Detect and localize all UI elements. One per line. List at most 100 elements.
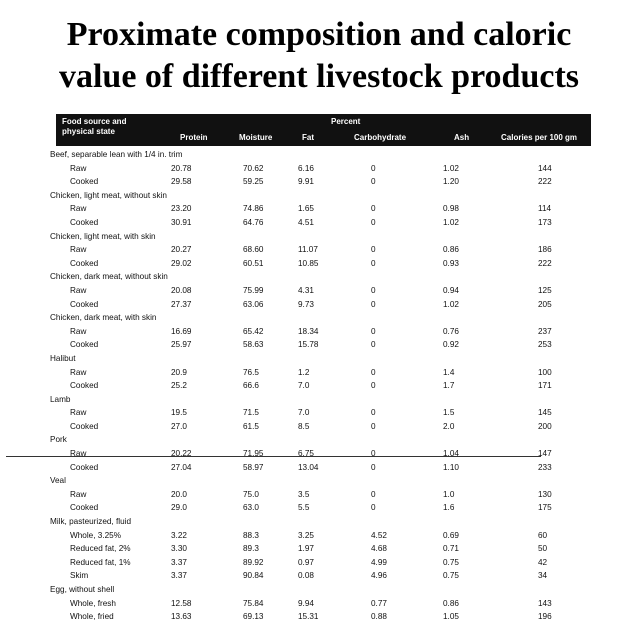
protein-cell: 27.37: [171, 299, 192, 309]
group-label: Pork: [50, 435, 67, 445]
header-carbohydrate: Carbohydrate: [354, 133, 407, 142]
moisture-cell: 90.84: [243, 571, 264, 581]
protein-cell: 20.9: [171, 367, 187, 377]
protein-cell: 3.22: [171, 530, 187, 540]
fat-cell: 13.04: [298, 462, 319, 472]
calories-cell: 196: [538, 612, 552, 622]
group-label: Egg, without shell: [50, 585, 115, 594]
fat-cell: 3.25: [298, 530, 314, 540]
carbohydrate-cell: 0.77: [371, 598, 387, 608]
ash-cell: 0.75: [443, 557, 459, 567]
calories-cell: 175: [538, 503, 552, 513]
moisture-cell: 68.60: [243, 245, 264, 255]
calories-cell: 186: [538, 245, 552, 255]
group-label: Milk, pasteurized, fluid: [50, 517, 131, 527]
carbohydrate-cell: 4.99: [371, 557, 387, 567]
table-row: Raw 20.78 70.62 6.16 0 1.02 144: [46, 162, 594, 176]
fat-cell: 1.65: [298, 204, 314, 214]
fat-cell: 1.97: [298, 544, 314, 554]
table-row: Raw 20.27 68.60 11.07 0 0.86 186: [46, 243, 594, 257]
fat-cell: 4.31: [298, 285, 314, 295]
carbohydrate-cell: 0: [371, 163, 376, 173]
calories-cell: 130: [538, 489, 552, 499]
table-row: Raw 20.08 75.99 4.31 0 0.94 125: [46, 284, 594, 298]
group-label: Chicken, dark meat, with skin: [50, 313, 157, 323]
header-ash: Ash: [454, 133, 470, 142]
fat-cell: 4.51: [298, 217, 314, 227]
ash-cell: 0.92: [443, 340, 459, 350]
table-row: Skim 3.37 90.84 0.08 4.96 0.75 34: [46, 569, 594, 583]
protein-cell: 20.78: [171, 163, 192, 173]
ash-cell: 0.76: [443, 326, 459, 336]
table-group-row: Beef, separable lean with 1/4 in. trim: [46, 148, 594, 162]
row-label: Cooked: [70, 462, 99, 472]
ash-cell: 0.93: [443, 258, 459, 268]
row-label: Cooked: [70, 340, 99, 350]
protein-cell: 27.0: [171, 421, 187, 431]
ash-cell: 0.69: [443, 530, 459, 540]
protein-cell: 13.63: [171, 612, 192, 622]
table-row: Cooked 25.97 58.63 15.78 0 0.92 253: [46, 338, 594, 352]
table-row: Cooked 27.04 58.97 13.04 0 1.10 233: [46, 461, 594, 475]
table-row: Raw 16.69 65.42 18.34 0 0.76 237: [46, 325, 594, 339]
row-label: Raw: [70, 326, 87, 336]
protein-cell: 25.97: [171, 340, 192, 350]
table-row: Whole, fried 13.63 69.13 15.31 0.88 1.05 196: [46, 610, 594, 624]
calories-cell: 42: [538, 557, 548, 567]
table-row: Reduced fat, 2% 3.30 89.3 1.97 4.68 0.71 50: [46, 542, 594, 556]
moisture-cell: 63.0: [243, 503, 259, 513]
fat-cell: 7.0: [298, 381, 310, 391]
fat-cell: 0.97: [298, 557, 314, 567]
calories-cell: 222: [538, 258, 552, 268]
carbohydrate-cell: 0: [371, 462, 376, 472]
row-label: Reduced fat, 1%: [70, 557, 131, 567]
carbohydrate-cell: 0: [371, 340, 376, 350]
ash-cell: 1.5: [443, 408, 455, 418]
ash-cell: 0.94: [443, 285, 459, 295]
calories-cell: 200: [538, 421, 552, 431]
fat-cell: 6.16: [298, 163, 314, 173]
protein-cell: 29.58: [171, 177, 192, 187]
ash-cell: 1.02: [443, 163, 459, 173]
table-row: Cooked 29.02 60.51 10.85 0 0.93 222: [46, 257, 594, 271]
row-label: Raw: [70, 204, 87, 214]
header-protein: Protein: [180, 133, 208, 142]
protein-cell: 3.30: [171, 544, 187, 554]
protein-cell: 25.2: [171, 381, 187, 391]
carbohydrate-cell: 0: [371, 408, 376, 418]
ash-cell: 2.0: [443, 421, 455, 431]
carbohydrate-cell: 0: [371, 326, 376, 336]
group-label: Beef, separable lean with 1/4 in. trim: [50, 150, 183, 159]
table-group-row: Lamb: [46, 393, 594, 407]
table-group-row: Pork: [46, 433, 594, 447]
table-group-row: Veal: [46, 474, 594, 488]
table-row: Cooked 27.37 63.06 9.73 0 1.02 205: [46, 298, 594, 312]
table-row: Raw 20.0 75.0 3.5 0 1.0 130: [46, 488, 594, 502]
calories-cell: 233: [538, 462, 552, 472]
table-bottom-rule: [6, 456, 541, 457]
table-row: Cooked 29.58 59.25 9.91 0 1.20 222: [46, 175, 594, 189]
table-row: Cooked 29.0 63.0 5.5 0 1.6 175: [46, 501, 594, 515]
row-label: Cooked: [70, 217, 99, 227]
protein-cell: 20.08: [171, 285, 192, 295]
group-label: Veal: [50, 476, 66, 486]
moisture-cell: 89.3: [243, 544, 259, 554]
calories-cell: 171: [538, 381, 552, 391]
calories-cell: 145: [538, 408, 552, 418]
ash-cell: 1.7: [443, 381, 455, 391]
table-group-row: Chicken, light meat, without skin: [46, 189, 594, 203]
moisture-cell: 65.42: [243, 326, 264, 336]
row-label: Cooked: [70, 503, 99, 513]
ash-cell: 0.98: [443, 204, 459, 214]
carbohydrate-cell: 0: [371, 245, 376, 255]
ash-cell: 1.05: [443, 612, 459, 622]
moisture-cell: 71.5: [243, 408, 259, 418]
row-label: Raw: [70, 285, 87, 295]
moisture-cell: 70.62: [243, 163, 264, 173]
calories-cell: 253: [538, 340, 552, 350]
fat-cell: 5.5: [298, 503, 310, 513]
group-label: Chicken, light meat, without skin: [50, 190, 167, 200]
ash-cell: 1.02: [443, 299, 459, 309]
calories-cell: 205: [538, 299, 552, 309]
protein-cell: 19.5: [171, 408, 187, 418]
